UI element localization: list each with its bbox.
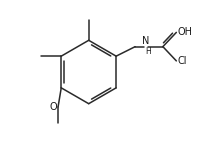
Text: OH: OH (177, 27, 192, 37)
Text: H: H (146, 47, 151, 56)
Text: O: O (50, 102, 57, 112)
Text: Cl: Cl (177, 56, 187, 66)
Text: N: N (142, 36, 149, 46)
